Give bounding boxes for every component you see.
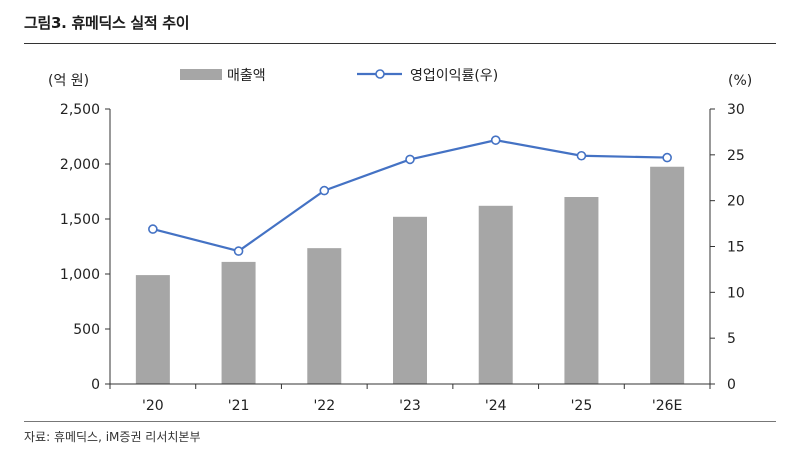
bar-3 bbox=[393, 216, 427, 384]
x-tick-label-1: '21 bbox=[228, 398, 250, 414]
line-point-2 bbox=[319, 185, 330, 196]
y-right-tick-label-5: 25 bbox=[727, 148, 745, 164]
source-divider bbox=[24, 421, 776, 422]
bar-6 bbox=[650, 166, 685, 384]
x-tick-label-0: '20 bbox=[142, 398, 164, 414]
y-right-tick-label-2: 10 bbox=[727, 285, 745, 301]
chart-axes: 0 500 1,000 1,500 2,000 2,500 0 5 10 15 20 25 30 '20 '… bbox=[48, 73, 752, 414]
legend-swatch-marker bbox=[375, 69, 385, 79]
bar-0 bbox=[135, 275, 170, 384]
figure-title: 그림3. 휴메딕스 실적 추이 bbox=[24, 14, 190, 32]
y-left-axis-label: (억 원) bbox=[48, 73, 89, 89]
source-note: 자료: 휴메딕스, iM증권 리서치본부 bbox=[24, 430, 201, 444]
line-point-0 bbox=[148, 224, 158, 234]
legend-label-bar: 매출액 bbox=[227, 68, 266, 84]
x-tick-label-5: '25 bbox=[571, 398, 593, 414]
legend-label-line: 영업이익률(우) bbox=[410, 68, 498, 84]
y-left-tick-label-5: 2,500 bbox=[60, 102, 100, 118]
y-right-tick-label-0: 0 bbox=[727, 377, 736, 393]
bar-2 bbox=[307, 248, 342, 384]
chart-legend: 매출액 영업이익률(우) bbox=[180, 68, 498, 84]
combo-chart: 0 500 1,000 1,500 2,000 2,500 0 5 10 15 20 25 30 '20 '… bbox=[48, 68, 752, 414]
line-point-1 bbox=[233, 246, 244, 256]
y-left-tick-label-3: 1,500 bbox=[60, 212, 100, 228]
y-left-tick-label-0: 0 bbox=[91, 377, 100, 393]
y-left-tick-label-2: 1,000 bbox=[60, 267, 100, 283]
y-left-tick-label-4: 2,000 bbox=[60, 157, 100, 173]
line-series bbox=[148, 135, 672, 256]
y-right-tick-label-6: 30 bbox=[727, 102, 745, 118]
y-right-tick-label-4: 20 bbox=[727, 194, 745, 210]
bar-4 bbox=[478, 205, 513, 384]
x-tick-label-3: '23 bbox=[399, 398, 421, 414]
line-point-4 bbox=[490, 135, 501, 145]
x-tick-label-4: '24 bbox=[485, 398, 507, 414]
bar-5 bbox=[564, 197, 599, 384]
legend-swatch-bar bbox=[180, 69, 222, 80]
line-point-6 bbox=[662, 152, 672, 163]
title-divider bbox=[24, 43, 776, 44]
x-tick-label-6: '26E bbox=[652, 398, 683, 414]
bar-1 bbox=[221, 261, 256, 384]
y-right-tick-label-3: 15 bbox=[727, 240, 745, 256]
line-point-3 bbox=[405, 154, 415, 165]
y-right-tick-label-1: 5 bbox=[727, 331, 736, 347]
line-point-5 bbox=[576, 150, 587, 161]
x-tick-label-2: '22 bbox=[313, 398, 335, 414]
y-left-tick-label-1: 500 bbox=[73, 322, 100, 338]
bar-series bbox=[135, 166, 685, 384]
y-right-axis-label: (%) bbox=[728, 73, 752, 89]
